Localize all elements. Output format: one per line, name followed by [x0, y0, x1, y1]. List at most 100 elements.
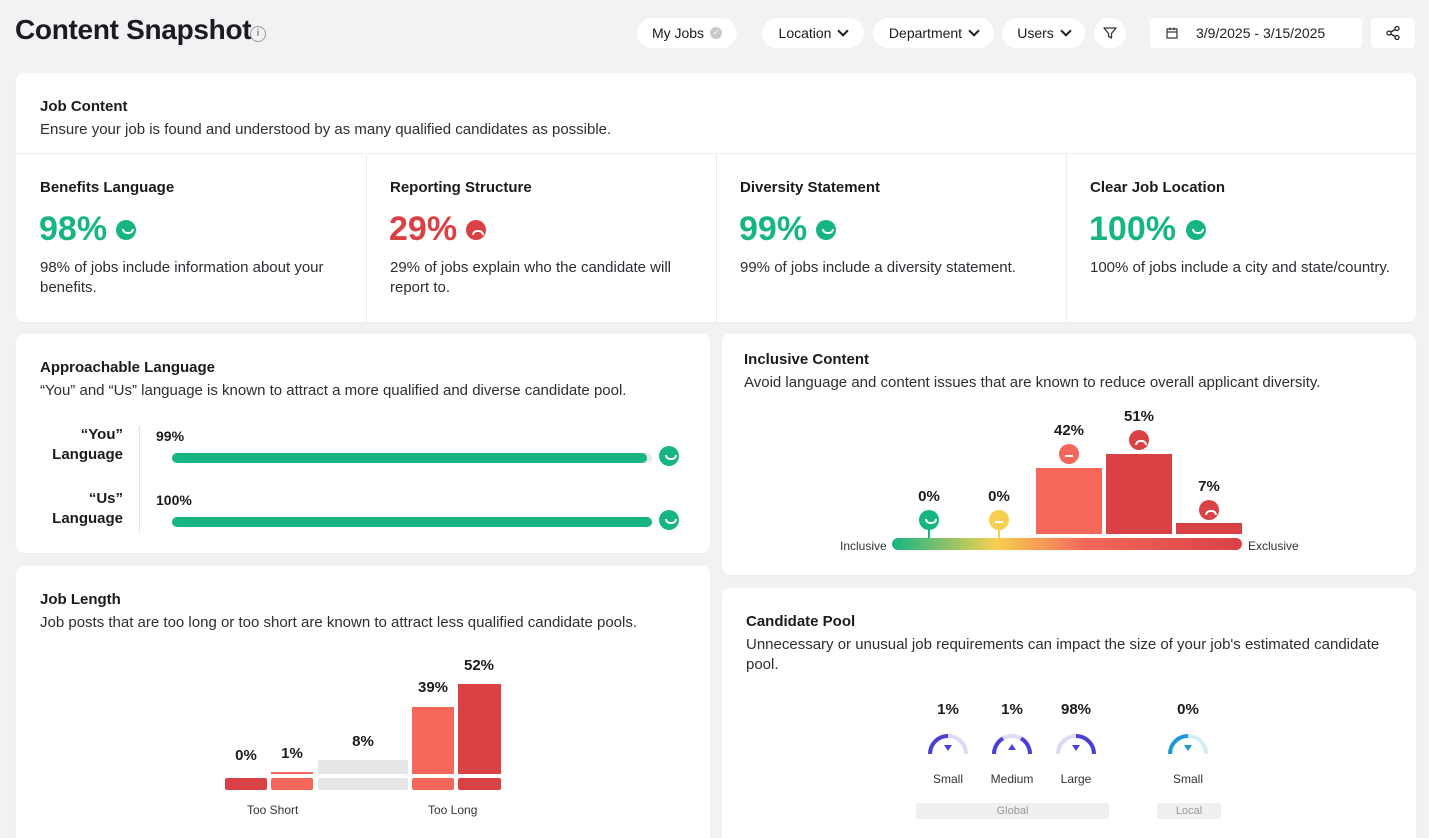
you-language-label: “You” Language [23, 425, 123, 465]
happy-face-icon [659, 446, 679, 466]
length-base-bar [225, 778, 267, 790]
inclusive-bar [1106, 454, 1172, 534]
metric-diversity-statement: Diversity Statement 99% 99% of jobs incl… [716, 154, 1066, 322]
sad-face-icon [1199, 500, 1219, 520]
length-value-label: 39% [417, 679, 449, 696]
us-language-value: 100% [156, 492, 192, 508]
you-language-value: 99% [156, 428, 185, 444]
too-short-label: Too Short [247, 803, 299, 817]
inclusive-bar [1176, 523, 1242, 534]
location-dropdown[interactable]: Location [762, 18, 864, 48]
local-group-label: Local [1157, 803, 1221, 819]
date-range-text: 3/9/2025 - 3/15/2025 [1196, 25, 1326, 41]
chevron-down-icon [968, 25, 980, 37]
department-dropdown[interactable]: Department [873, 18, 994, 48]
metric-name: Clear Job Location [1090, 179, 1226, 196]
us-language-label: “Us” Language [23, 489, 123, 529]
happy-face-icon [816, 220, 836, 240]
sad-face-icon [466, 220, 486, 240]
length-bar [412, 706, 454, 774]
metric-clear-job-location: Clear Job Location 100% 100% of jobs inc… [1066, 154, 1416, 322]
metric-benefits-language: Benefits Language 98% 98% of jobs includ… [16, 154, 366, 322]
inclusive-axis-label: Inclusive [840, 539, 887, 553]
inclusive-value-label: 42% [1053, 422, 1085, 439]
divider [366, 154, 367, 322]
inclusive-value-label: 7% [1198, 478, 1220, 495]
marker-stem [928, 524, 930, 538]
global-group-label: Global [916, 803, 1109, 819]
progress-fill [172, 453, 648, 463]
my-jobs-filter[interactable]: My Jobs ✓ [637, 18, 737, 48]
metric-name: Benefits Language [40, 179, 175, 196]
users-dropdown[interactable]: Users [1002, 18, 1085, 48]
you-language-bar [172, 453, 652, 463]
date-range-picker[interactable]: 3/9/2025 - 3/15/2025 [1150, 18, 1362, 48]
length-base-bar [458, 778, 501, 790]
length-bar [271, 772, 313, 774]
gauge-label: Small [932, 772, 963, 786]
filter-icon [1103, 27, 1117, 39]
metric-name: Reporting Structure [390, 179, 532, 196]
metric-reporting-structure: Reporting Structure 29% 29% of jobs expl… [366, 154, 716, 322]
share-icon [1386, 25, 1400, 41]
happy-face-icon [1186, 220, 1206, 240]
sad-face-icon [1129, 430, 1149, 450]
length-value-label: 0% [235, 747, 257, 764]
job-content-subtitle: Ensure your job is found and understood … [40, 121, 612, 138]
divider [16, 153, 1416, 154]
length-base-bar [412, 778, 454, 790]
gauge-value: 98% [1060, 701, 1092, 718]
length-bar [318, 760, 408, 774]
inclusive-subtitle: Avoid language and content issues that a… [744, 374, 1321, 391]
marker-stem [998, 524, 1000, 538]
metric-description: 100% of jobs include a city and state/co… [1090, 259, 1390, 276]
job-length-subtitle: Job posts that are too long or too short… [40, 614, 638, 631]
candidate-pool-card: Candidate Pool Unnecessary or unusual jo… [722, 588, 1416, 838]
neutral-face-icon [1059, 444, 1079, 464]
inclusive-title: Inclusive Content [744, 351, 870, 368]
job-length-card: Job Length Job posts that are too long o… [16, 566, 710, 838]
filter-button[interactable] [1094, 18, 1126, 48]
metric-value: 29% [389, 210, 458, 248]
approachable-title: Approachable Language [40, 359, 216, 376]
candidate-pool-title: Candidate Pool [746, 613, 856, 630]
label-line: “You” [80, 426, 123, 443]
length-value-label: 52% [463, 657, 495, 674]
metric-description: 29% of jobs explain who the candidate wi… [390, 259, 672, 296]
inclusive-bar [1036, 468, 1102, 534]
inclusive-content-card: Inclusive Content Avoid language and con… [722, 334, 1416, 575]
exclusive-axis-label: Exclusive [1248, 539, 1299, 553]
metric-name: Diversity Statement [740, 179, 881, 196]
job-content-title: Job Content [40, 98, 128, 115]
calendar-icon [1166, 27, 1178, 39]
candidate-pool-subtitle: Unnecessary or unusual job requirements … [746, 636, 1380, 673]
share-button[interactable] [1371, 18, 1415, 48]
check-icon: ✓ [710, 27, 723, 39]
length-bar [458, 684, 501, 774]
metric-value: 98% [39, 210, 108, 248]
gauge-value: 0% [1177, 701, 1199, 718]
info-icon[interactable]: i [250, 26, 266, 42]
gauge-medium-icon [991, 734, 1033, 755]
too-long-label: Too Long [428, 803, 478, 817]
chevron-down-icon [1060, 25, 1072, 37]
happy-face-icon [659, 510, 679, 530]
approachable-language-card: Approachable Language “You” and “Us” lan… [16, 334, 710, 553]
length-base-bar [271, 778, 313, 790]
inclusive-value-label: 0% [988, 488, 1010, 505]
us-language-bar [172, 517, 652, 527]
inclusivity-gradient-scale [892, 538, 1242, 550]
divider [1066, 154, 1067, 322]
inclusive-value-label: 51% [1123, 408, 1155, 425]
inclusive-value-label: 0% [918, 488, 940, 505]
users-label: Users [1017, 25, 1054, 41]
metric-description: 98% of jobs include information about yo… [40, 259, 324, 296]
label-line: “Us” [88, 490, 123, 507]
gauge-local-small-icon [1168, 734, 1208, 755]
gauge-label: Small [1172, 772, 1203, 786]
department-label: Department [888, 25, 963, 41]
happy-face-icon [919, 510, 939, 530]
gauge-label: Large [1060, 772, 1092, 786]
job-length-title: Job Length [40, 591, 121, 608]
length-value-label: 1% [281, 745, 303, 762]
